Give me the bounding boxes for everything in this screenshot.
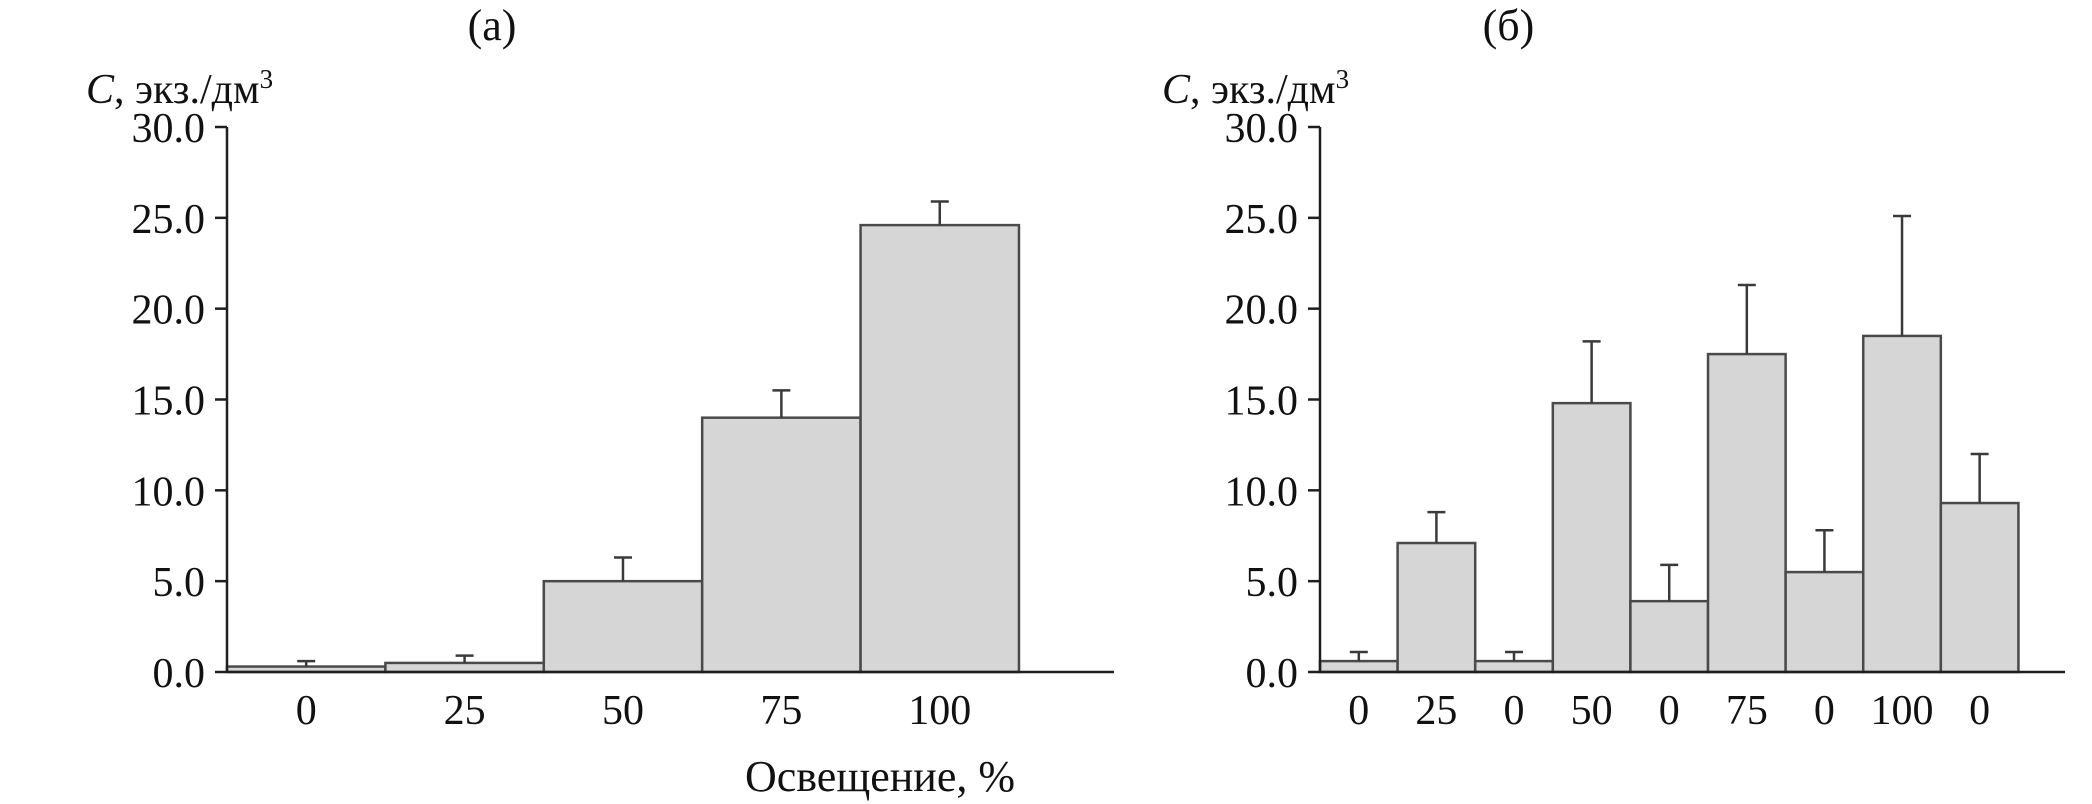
panel-b-title: (б) — [1482, 1, 1535, 50]
plot-area-b: 0 25 0 50 0 75 0 100 0 0.0 5.0 10.0 15.0 20.0 25.0 30.0 — [1225, 106, 2065, 734]
chart-panel-b: (б) C, экз./дм3 0 25 0 50 0 75 0 100 0 0.0 5.0 10.0… — [1144, 0, 2073, 754]
y-tick-label: 30.0 — [132, 106, 206, 152]
bar — [1318, 659, 1399, 674]
bar — [384, 661, 546, 674]
y-tick-label: 15.0 — [1225, 379, 1299, 425]
x-tick-label: 100 — [908, 688, 971, 734]
x-tick-label: 0 — [1969, 688, 1990, 734]
x-tick-label: 25 — [444, 688, 486, 734]
bar — [700, 416, 862, 674]
y-tick-label: 0.0 — [153, 651, 206, 697]
y-axis-superscript: 3 — [259, 64, 274, 94]
y-axis-variable: C — [1162, 67, 1191, 113]
y-axis-title-b: C, экз./дм3 — [1144, 52, 2073, 113]
x-tick-label: 100 — [1871, 688, 1934, 734]
bar — [1861, 334, 1943, 674]
y-tick-label: 10.0 — [132, 469, 206, 515]
bar — [1706, 352, 1787, 674]
chart-panel-a: (а) C, экз./дм3 0 25 50 75 100 0.0 5.0 10.0 15.0… — [30, 0, 1124, 754]
x-tick-label: 0 — [1659, 688, 1680, 734]
y-tick-label: 0.0 — [1246, 651, 1299, 697]
x-tick-label: 0 — [296, 688, 317, 734]
bar — [1396, 541, 1477, 674]
y-axis-units: , экз./дм — [114, 67, 260, 113]
y-tick-label: 25.0 — [132, 197, 206, 243]
x-tick-label: 50 — [1571, 688, 1613, 734]
x-tick-label: 0 — [1814, 688, 1835, 734]
x-tick-label: 75 — [760, 688, 802, 734]
x-tick-label: 0 — [1348, 688, 1369, 734]
x-axis-title: Освещение, % — [744, 752, 1016, 801]
bar — [1629, 599, 1710, 674]
y-axis-superscript: 3 — [1335, 64, 1350, 94]
plot-area-a: 0 25 50 75 100 0.0 5.0 10.0 15.0 20.0 25.0 30.0 — [132, 106, 1114, 734]
y-tick-label: 15.0 — [132, 379, 206, 425]
y-tick-label: 30.0 — [1225, 106, 1299, 152]
x-tick-label: 50 — [602, 688, 644, 734]
bar — [1939, 501, 2020, 674]
y-tick-label: 20.0 — [1225, 288, 1299, 334]
x-tick-label: 25 — [1415, 688, 1457, 734]
x-tick-label: 75 — [1726, 688, 1768, 734]
bar — [859, 223, 1021, 674]
y-axis-units: , экз./дм — [1190, 67, 1336, 113]
bar — [542, 579, 704, 674]
bar — [1473, 659, 1555, 674]
panel-a-title: (а) — [467, 1, 517, 50]
y-tick-label: 25.0 — [1225, 197, 1299, 243]
x-tick-label: 0 — [1504, 688, 1525, 734]
bar — [1784, 570, 1865, 674]
y-tick-label: 10.0 — [1225, 469, 1299, 515]
y-tick-label: 5.0 — [1246, 560, 1299, 606]
y-axis-variable: C — [86, 67, 115, 113]
bar — [1551, 401, 1632, 674]
y-tick-label: 20.0 — [132, 288, 206, 334]
y-axis-title-a: C, экз./дм3 — [30, 52, 1124, 113]
y-tick-label: 5.0 — [153, 560, 206, 606]
